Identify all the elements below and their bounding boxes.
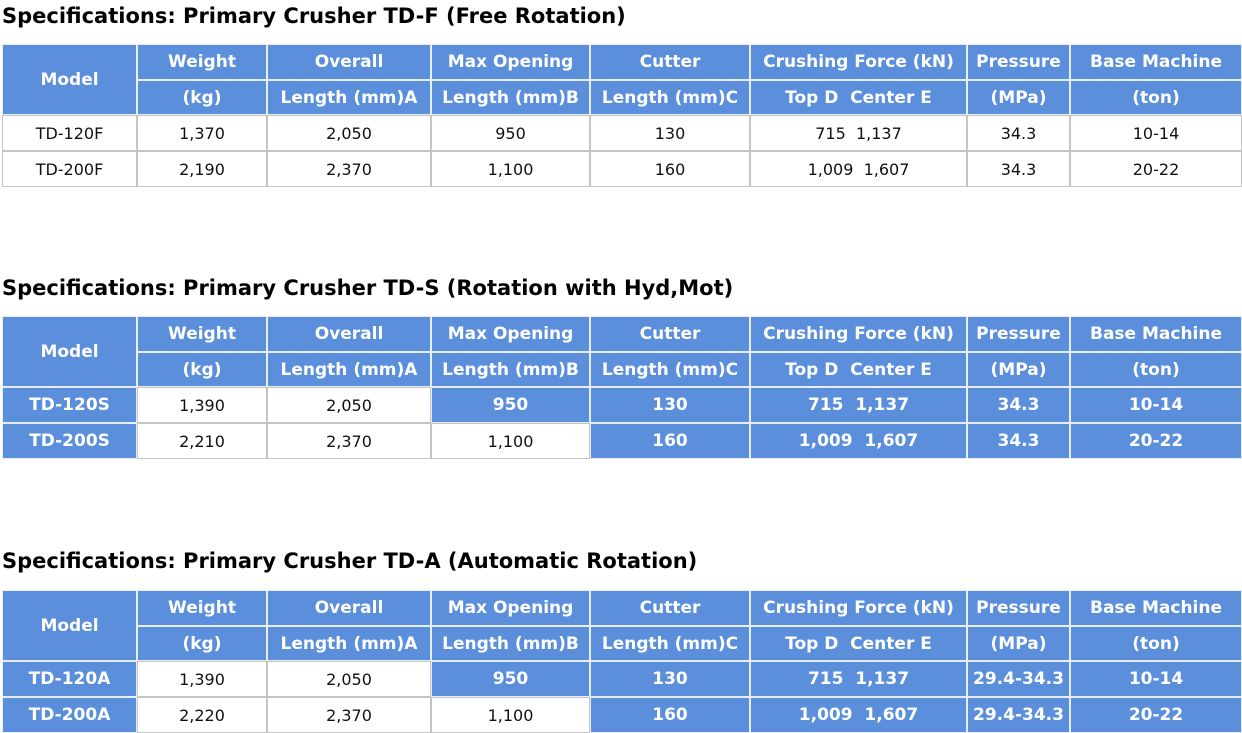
header-cell: Crushing Force (kN) (750, 590, 967, 626)
data-cell: 950 (431, 661, 590, 697)
data-cell: 950 (431, 115, 590, 151)
header-cell: Length (mm)B (431, 626, 590, 661)
header-cell: Weight (137, 44, 267, 80)
data-cell: 34.3 (967, 423, 1070, 459)
header-cell: Length (mm)A (267, 352, 431, 387)
header-cell: Cutter (590, 316, 750, 352)
data-cell: 950 (431, 387, 590, 423)
data-cell: 2,370 (267, 423, 431, 459)
header-cell: (MPa) (967, 626, 1070, 661)
header-cell: Model (2, 316, 137, 387)
header-cell: Top D Center E (750, 80, 967, 115)
data-cell: 2,220 (137, 697, 267, 733)
header-cell: Pressure (967, 590, 1070, 626)
data-cell: TD-120S (2, 387, 137, 423)
data-cell: 715 1,137 (750, 387, 967, 423)
header-cell: Length (mm)A (267, 626, 431, 661)
header-cell: Length (mm)B (431, 352, 590, 387)
header-cell: Max Opening (431, 316, 590, 352)
header-cell: Top D Center E (750, 352, 967, 387)
data-cell: 2,050 (267, 387, 431, 423)
data-cell: TD-200S (2, 423, 137, 459)
data-cell: 2,050 (267, 115, 431, 151)
data-cell: 2,050 (267, 661, 431, 697)
data-cell: 1,100 (431, 697, 590, 733)
data-cell: 715 1,137 (750, 115, 967, 151)
header-cell: (ton) (1070, 626, 1242, 661)
data-cell: 1,100 (431, 151, 590, 187)
header-cell: Cutter (590, 44, 750, 80)
header-cell: Base Machine (1070, 44, 1242, 80)
data-cell: 160 (590, 423, 750, 459)
header-cell: Length (mm)C (590, 626, 750, 661)
header-cell: Model (2, 44, 137, 115)
header-cell: Max Opening (431, 44, 590, 80)
section-title: Specifications: Primary Crusher TD-S (Ro… (2, 276, 734, 300)
header-cell: Overall (267, 44, 431, 80)
header-cell: Model (2, 590, 137, 661)
header-cell: Top D Center E (750, 626, 967, 661)
section-title: Specifications: Primary Crusher TD-A (Au… (2, 549, 698, 573)
data-cell: 2,190 (137, 151, 267, 187)
data-cell: 20-22 (1070, 697, 1242, 733)
data-cell: 130 (590, 661, 750, 697)
section-title: Specifications: Primary Crusher TD-F (Fr… (2, 4, 626, 28)
data-cell: 2,370 (267, 151, 431, 187)
header-cell: Pressure (967, 44, 1070, 80)
data-cell: 29.4-34.3 (967, 697, 1070, 733)
data-cell: 10-14 (1070, 115, 1242, 151)
data-cell: 715 1,137 (750, 661, 967, 697)
header-cell: (ton) (1070, 352, 1242, 387)
data-cell: 20-22 (1070, 151, 1242, 187)
header-cell: Length (mm)A (267, 80, 431, 115)
data-cell: 34.3 (967, 387, 1070, 423)
data-cell: 1,390 (137, 661, 267, 697)
data-cell: 160 (590, 151, 750, 187)
data-cell: 1,370 (137, 115, 267, 151)
data-cell: 29.4-34.3 (967, 661, 1070, 697)
header-cell: Overall (267, 590, 431, 626)
header-cell: Weight (137, 316, 267, 352)
header-cell: Base Machine (1070, 590, 1242, 626)
header-cell: Length (mm)C (590, 80, 750, 115)
header-cell: Overall (267, 316, 431, 352)
data-cell: 20-22 (1070, 423, 1242, 459)
data-cell: 34.3 (967, 115, 1070, 151)
data-cell: 10-14 (1070, 387, 1242, 423)
data-cell: 1,009 1,607 (750, 151, 967, 187)
data-cell: TD-200A (2, 697, 137, 733)
data-cell: 2,370 (267, 697, 431, 733)
data-cell: 1,009 1,607 (750, 423, 967, 459)
header-cell: (MPa) (967, 80, 1070, 115)
header-cell: Base Machine (1070, 316, 1242, 352)
data-cell: 130 (590, 115, 750, 151)
data-cell: 130 (590, 387, 750, 423)
header-cell: Max Opening (431, 590, 590, 626)
data-cell: 1,009 1,607 (750, 697, 967, 733)
header-cell: Length (mm)C (590, 352, 750, 387)
data-cell: 160 (590, 697, 750, 733)
data-cell: 34.3 (967, 151, 1070, 187)
header-cell: (kg) (137, 80, 267, 115)
header-cell: (kg) (137, 352, 267, 387)
header-cell: Length (mm)B (431, 80, 590, 115)
header-cell: Crushing Force (kN) (750, 316, 967, 352)
header-cell: Weight (137, 590, 267, 626)
header-cell: (MPa) (967, 352, 1070, 387)
data-cell: TD-120F (2, 115, 137, 151)
header-cell: (kg) (137, 626, 267, 661)
header-cell: Pressure (967, 316, 1070, 352)
data-cell: 1,100 (431, 423, 590, 459)
header-cell: Crushing Force (kN) (750, 44, 967, 80)
data-cell: 10-14 (1070, 661, 1242, 697)
data-cell: TD-120A (2, 661, 137, 697)
header-cell: (ton) (1070, 80, 1242, 115)
data-cell: 2,210 (137, 423, 267, 459)
header-cell: Cutter (590, 590, 750, 626)
data-cell: 1,390 (137, 387, 267, 423)
data-cell: TD-200F (2, 151, 137, 187)
